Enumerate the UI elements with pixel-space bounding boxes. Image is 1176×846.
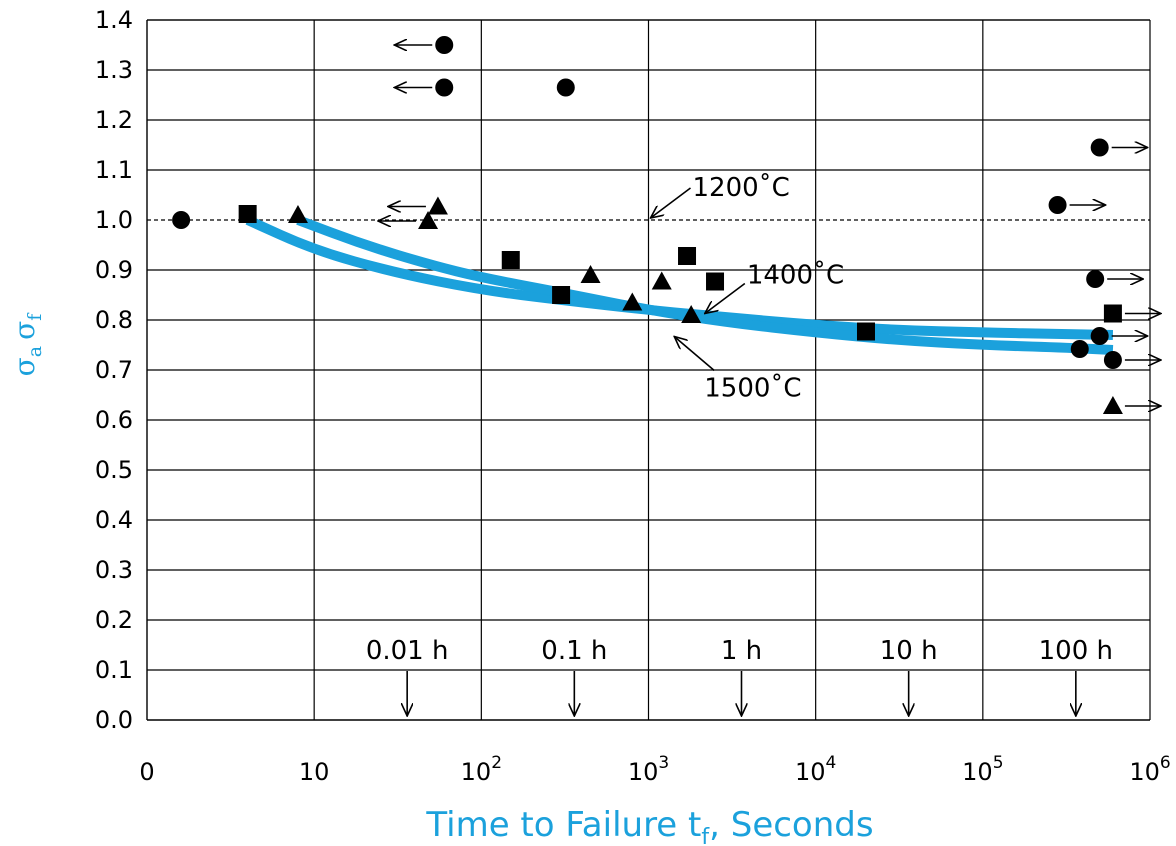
x-tick-label: 10	[299, 758, 330, 786]
circle-marker	[1090, 327, 1109, 345]
circle-marker	[1103, 351, 1122, 369]
circle-marker	[556, 78, 575, 97]
hour-marker-label: 0.1 h	[541, 636, 607, 666]
y-axis-title-sub1: a	[24, 346, 46, 357]
square-marker	[856, 322, 875, 341]
circle-marker	[172, 211, 191, 229]
circle-marker	[1086, 270, 1105, 288]
hour-marker-label: 0.01 h	[366, 636, 449, 666]
y-tick-label: 0.5	[95, 456, 133, 484]
axes: 0.0 0.1 0.2 0.3 0.4 0.5 0.6 0.7 0.8 0.9 1.0 1.1 1.2 1…	[95, 6, 1171, 786]
x-tick-label: 106	[1129, 753, 1170, 786]
curve-label-pointer	[705, 282, 746, 314]
triangle-marker	[287, 205, 308, 223]
y-tick-label: 0.3	[95, 556, 133, 584]
x-axis-title-sub: f	[701, 825, 710, 846]
annotations-layer: 1200˚C 1400˚C 1500˚C 0.01 h 0.1 h 1 h 10 h 100 …	[366, 173, 1113, 716]
hour-marker-label: 100 h	[1039, 636, 1113, 666]
x-tick-label: 0	[139, 758, 154, 786]
x-axis-title: Time to Failure tf, Seconds	[425, 805, 873, 846]
x-tick-label: 104	[795, 753, 836, 786]
y-tick-label: 0.1	[95, 656, 133, 684]
curve-label-pointer	[674, 337, 715, 372]
triangle-marker	[580, 265, 601, 283]
y-axis-title: σaσf	[8, 312, 46, 377]
y-tick-label: 1.3	[95, 56, 133, 84]
triangle-marker	[1102, 396, 1123, 414]
square-marker	[706, 272, 725, 291]
square-marker	[238, 205, 257, 223]
circle-marker	[1070, 340, 1089, 358]
y-tick-label: 0.8	[95, 306, 133, 334]
x-tick-label: 103	[628, 753, 669, 786]
y-tick-label: 0.4	[95, 506, 133, 534]
square-marker	[678, 247, 697, 265]
grid	[147, 19, 1150, 720]
y-tick-label: 0.7	[95, 356, 133, 384]
y-tick-label: 0.9	[95, 256, 133, 284]
y-axis-title-sub2: f	[24, 312, 46, 321]
reference-line-label: 1200˚C	[693, 173, 790, 203]
circle-marker	[1048, 196, 1067, 214]
y-tick-label: 1.1	[95, 156, 133, 184]
hour-marker-label: 1 h	[721, 636, 762, 666]
y-tick-label: 0.6	[95, 406, 133, 434]
y-tick-label: 1.4	[95, 6, 133, 34]
y-tick-label: 1.0	[95, 206, 133, 234]
y-tick-label: 1.2	[95, 106, 133, 134]
triangle-marker	[418, 211, 439, 229]
curve-label-1400: 1400˚C	[747, 261, 844, 291]
y-tick-label: 0.0	[95, 706, 133, 734]
hour-marker-label: 10 h	[880, 636, 938, 666]
triangle-marker	[427, 196, 448, 215]
curve-label-1500: 1500˚C	[704, 374, 801, 404]
x-axis-title-main: Time to Failure t	[425, 805, 701, 845]
y-axis-title-sym2: σ	[8, 321, 41, 340]
x-axis-title-tail: , Seconds	[709, 805, 873, 845]
square-marker	[552, 286, 571, 304]
square-marker	[1103, 304, 1122, 323]
reference-label-pointer	[651, 187, 691, 218]
triangle-marker	[622, 292, 643, 311]
square-marker	[501, 251, 520, 269]
x-tick-label: 102	[461, 753, 502, 786]
triangle-marker	[651, 271, 672, 290]
x-tick-label: 105	[962, 753, 1003, 786]
circle-marker	[435, 78, 454, 97]
y-axis-title-sym1: σ	[8, 357, 41, 376]
markers-layer	[172, 36, 1161, 414]
y-tick-label: 0.2	[95, 606, 133, 634]
circle-marker	[435, 36, 454, 54]
circle-marker	[1090, 138, 1109, 157]
triangle-marker	[681, 305, 702, 323]
